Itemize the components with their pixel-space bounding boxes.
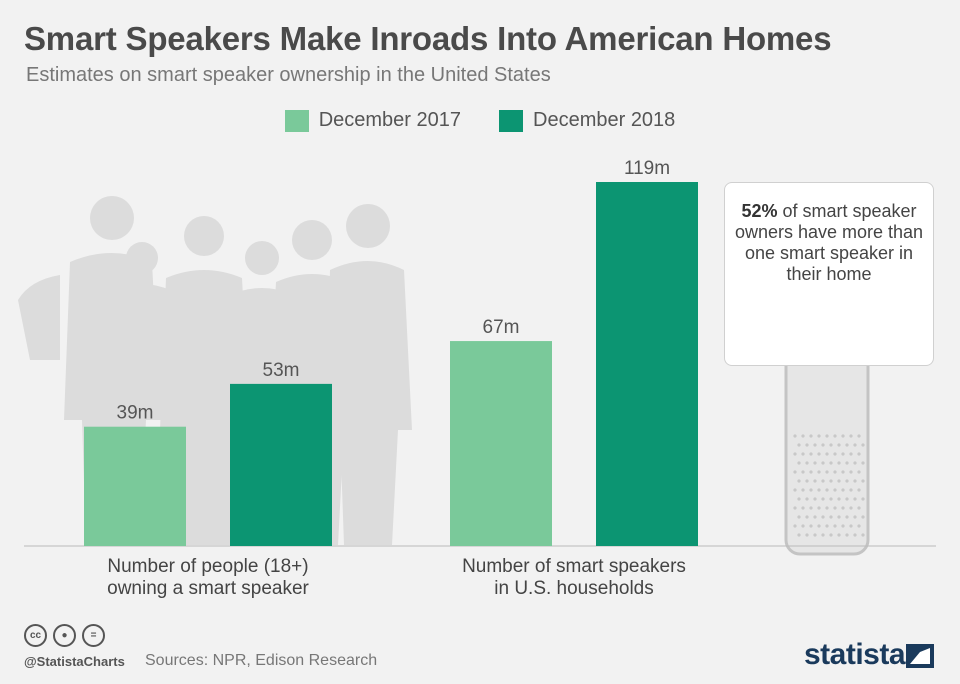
chart-title: Smart Speakers Make Inroads Into America… xyxy=(24,20,832,57)
legend-item-2018: December 2018 xyxy=(499,109,675,132)
statista-logo[interactable]: statista xyxy=(804,638,906,671)
license-icons: cc ● = xyxy=(24,624,105,647)
bar-people-2018 xyxy=(230,383,332,546)
bar-value-label: 39m xyxy=(117,403,154,424)
bar-value-label: 67m xyxy=(483,317,520,338)
callout-body: of smart speaker owners have more than o… xyxy=(734,201,924,284)
bar-speakers-2018 xyxy=(596,182,698,546)
people-silhouette-icon xyxy=(18,196,412,545)
legend: December 2017 December 2018 xyxy=(0,109,960,132)
category-label: Number of people (18+) xyxy=(107,556,308,577)
legend-item-2017: December 2017 xyxy=(284,109,461,132)
cc-icon: cc xyxy=(24,624,47,647)
statista-logo-mark-icon xyxy=(906,644,934,668)
sources-text: Sources: NPR, Edison Research xyxy=(145,652,378,669)
legend-label-2017: December 2017 xyxy=(318,109,461,131)
legend-swatch-2017 xyxy=(284,109,309,132)
category-label: Number of smart speakers xyxy=(462,556,686,577)
attribution-icon: ● xyxy=(53,624,76,647)
callout-highlight: 52% xyxy=(741,201,778,221)
bar-people-2017 xyxy=(84,426,186,546)
legend-swatch-2018 xyxy=(499,109,523,132)
bar-speakers-2017 xyxy=(450,341,552,546)
category-label: in U.S. households xyxy=(494,578,654,599)
callout-text: 52% of smart speaker owners have more th… xyxy=(725,201,933,285)
category-label: owning a smart speaker xyxy=(107,578,309,599)
callout-box: 52% of smart speaker owners have more th… xyxy=(724,182,934,366)
legend-label-2018: December 2018 xyxy=(533,109,676,131)
no-derivatives-icon: = xyxy=(82,624,105,647)
bar-value-label: 119m xyxy=(624,158,670,179)
bar-value-label: 53m xyxy=(263,360,300,381)
chart-subtitle: Estimates on smart speaker ownership in … xyxy=(26,64,551,86)
statista-handle[interactable]: @StatistaCharts xyxy=(24,654,125,669)
